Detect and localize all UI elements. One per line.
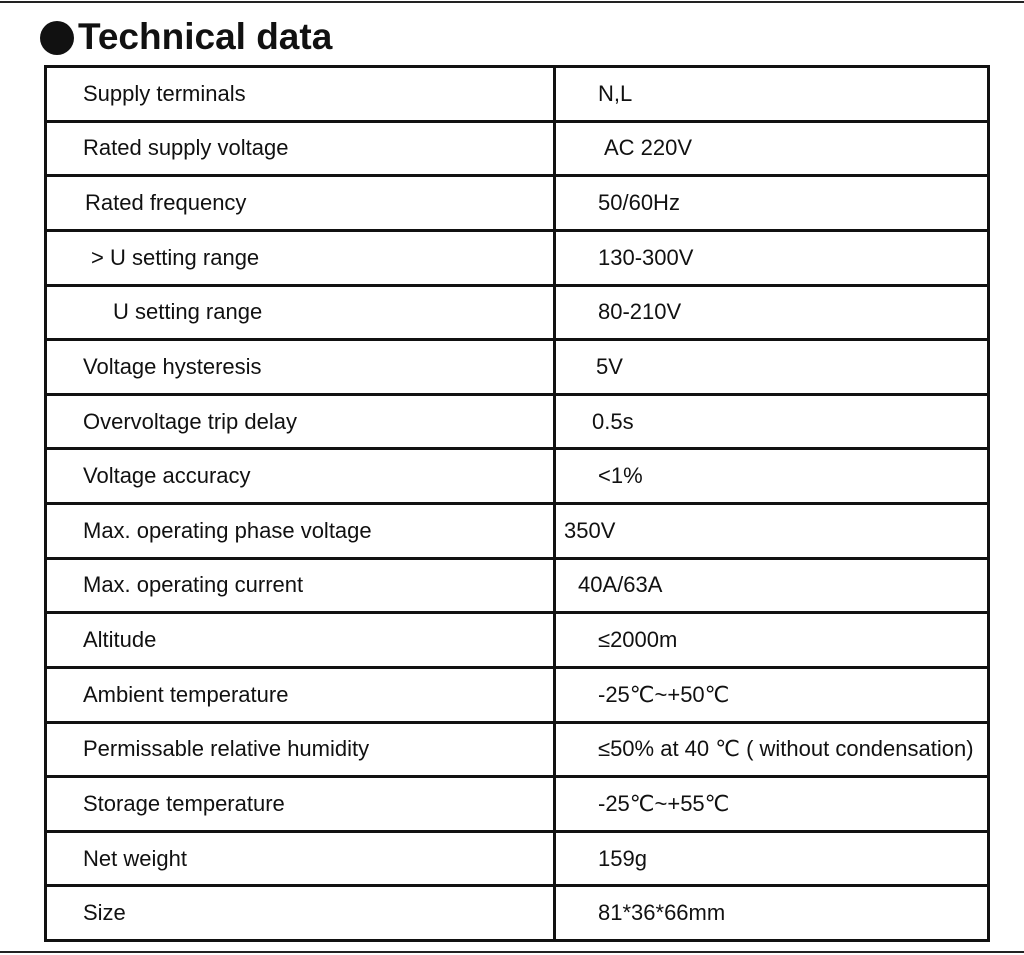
spec-name: Storage temperature <box>44 775 556 833</box>
table-row: Size 81*36*66mm <box>44 884 990 942</box>
spec-value: 0.5s <box>553 392 990 451</box>
spec-value: 50/60Hz <box>553 174 990 232</box>
table-row: Rated supply voltage AC 220V <box>44 119 990 178</box>
table-row: Permissable relative humidity ≤50% at 40 … <box>44 720 990 779</box>
spec-value: 80-210V <box>553 283 990 342</box>
spec-name: Ambient temperature <box>44 665 556 724</box>
spec-value: 40A/63A <box>553 556 990 615</box>
table-row: Max. operating current 40A/63A <box>44 556 990 615</box>
spec-name: Max. operating phase voltage <box>44 502 556 560</box>
table-row: Rated frequency 50/60Hz <box>44 174 990 232</box>
frame-line <box>0 1 1024 3</box>
spec-name: Rated supply voltage <box>44 119 556 178</box>
table-row: Ambient temperature -25℃~+50℃ <box>44 665 990 724</box>
spec-name: Max. operating current <box>44 556 556 615</box>
table-row: Net weight 159g <box>44 829 990 888</box>
spec-name: Altitude <box>44 611 556 669</box>
spec-table: Supply terminals N,L Rated supply voltage A… <box>44 65 990 942</box>
spec-name: > U setting range <box>44 228 556 287</box>
spec-value: 81*36*66mm <box>553 884 990 942</box>
spec-value: ≤50% at 40 ℃ ( without condensation) <box>553 720 990 779</box>
frame-line <box>0 951 1024 953</box>
bullet <box>40 21 74 55</box>
title: Technical data <box>78 16 333 57</box>
spec-value: 5V <box>553 338 990 396</box>
spec-name: Rated frequency <box>44 174 556 232</box>
spec-name: Permissable relative humidity <box>44 720 556 779</box>
spec-name: Voltage hysteresis <box>44 338 556 396</box>
spec-value: AC 220V <box>553 119 990 178</box>
table-row: Overvoltage trip delay 0.5s <box>44 392 990 451</box>
spec-value: 350V <box>553 502 990 560</box>
spec-value: N,L <box>553 65 990 123</box>
spec-value: ≤2000m <box>553 611 990 669</box>
table-row: Storage temperature -25℃~+55℃ <box>44 775 990 833</box>
spec-value: -25℃~+50℃ <box>553 665 990 724</box>
table-row: Voltage hysteresis 5V <box>44 338 990 396</box>
table-row: Altitude ≤2000m <box>44 611 990 669</box>
spec-name: Supply terminals <box>44 65 556 123</box>
spec-name: Overvoltage trip delay <box>44 392 556 451</box>
table-row: Voltage accuracy <1% <box>44 447 990 505</box>
table-row: Max. operating phase voltage 350V <box>44 502 990 560</box>
spec-value: 130-300V <box>553 228 990 287</box>
spec-value: <1% <box>553 447 990 505</box>
spec-name: Net weight <box>44 829 556 888</box>
spec-value: -25℃~+55℃ <box>553 775 990 833</box>
table-row: U setting range 80-210V <box>44 283 990 342</box>
table-body: Supply terminals N,L Rated supply voltage A… <box>44 65 990 942</box>
spec-name: Size <box>44 884 556 942</box>
spec-name: U setting range <box>44 283 556 342</box>
spec-name: Voltage accuracy <box>44 447 556 505</box>
table-row: Supply terminals N,L <box>44 65 990 123</box>
spec-value: 159g <box>553 829 990 888</box>
table-row: > U setting range 130-300V <box>44 228 990 287</box>
